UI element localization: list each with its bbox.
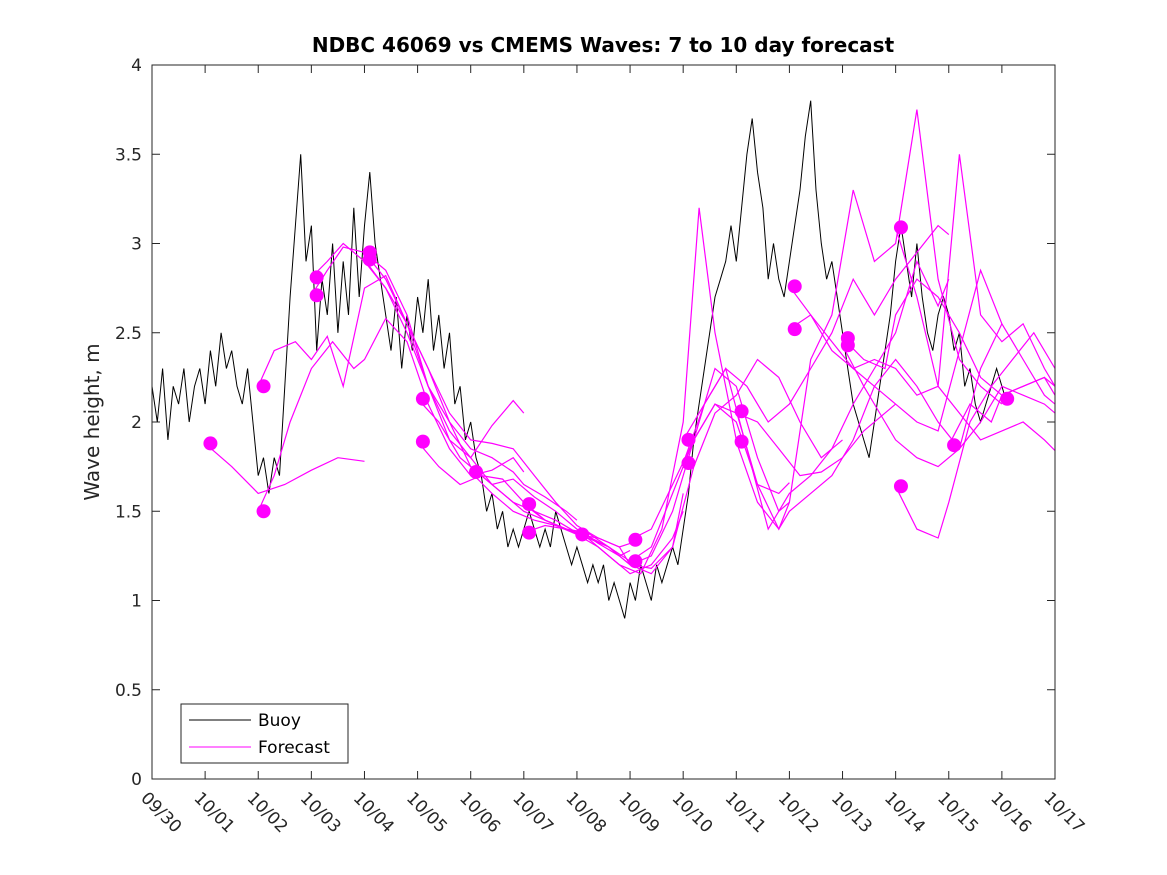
forecast-line <box>470 207 737 575</box>
forecast-marker <box>787 279 802 294</box>
y-tick-label: 0.5 <box>115 681 142 701</box>
forecast-line <box>682 259 950 531</box>
plot-frame <box>151 64 1056 780</box>
forecast-marker <box>309 270 324 285</box>
y-tick-label: 3.5 <box>115 145 142 165</box>
legend-box <box>180 703 349 764</box>
forecast-marker <box>469 464 484 479</box>
plot-area <box>152 65 1055 779</box>
forecast-line <box>204 442 365 495</box>
forecast-marker <box>1000 391 1015 406</box>
forecast-marker <box>734 434 749 449</box>
y-tick-label: 0 <box>131 770 142 790</box>
legend-forecast-label: Forecast <box>258 738 330 758</box>
forecast-line <box>788 268 1055 432</box>
forecast-markers <box>203 220 1015 569</box>
y-tick-label: 2 <box>131 413 142 433</box>
forecast-line <box>523 367 790 562</box>
forecast-marker <box>787 322 802 337</box>
chart-title: NDBC 46069 vs CMEMS Waves: 7 to 10 day f… <box>312 33 895 57</box>
forecast-line <box>257 274 525 459</box>
forecast-marker <box>522 497 537 512</box>
forecast-marker <box>681 456 696 471</box>
forecast-marker <box>628 554 643 569</box>
forecast-series <box>204 109 1055 575</box>
forecast-marker <box>893 220 908 235</box>
legend-buoy-label: Buoy <box>258 711 301 731</box>
forecast-marker <box>893 479 908 494</box>
y-axis: 0 0.5 1 1.5 2 2.5 3 3.5 4 <box>115 56 1055 790</box>
forecast-line <box>257 317 525 512</box>
y-axis-label: Wave height, m <box>80 343 104 500</box>
forecast-line <box>895 331 1055 539</box>
forecast-line <box>629 403 896 541</box>
y-tick-label: 1 <box>131 592 142 612</box>
y-tick-label: 3 <box>131 235 142 255</box>
forecast-marker <box>681 432 696 447</box>
forecast-marker <box>415 391 430 406</box>
legend: Buoy Forecast <box>180 703 349 764</box>
forecast-marker <box>840 338 855 353</box>
forecast-line <box>841 344 1055 468</box>
forecast-line <box>735 109 1003 531</box>
forecast-marker <box>203 436 218 451</box>
forecast-marker <box>415 434 430 449</box>
forecast-marker <box>628 532 643 547</box>
forecast-line <box>789 154 1055 396</box>
buoy-series <box>152 100 1008 619</box>
y-tick-label: 4 <box>131 56 142 76</box>
forecast-marker <box>575 527 590 542</box>
forecast-marker <box>309 288 324 303</box>
forecast-marker <box>947 438 962 453</box>
y-tick-label: 1.5 <box>115 502 142 522</box>
forecast-marker <box>256 504 271 519</box>
forecast-line <box>895 227 1055 452</box>
forecast-marker <box>734 404 749 419</box>
forecast-marker <box>522 525 537 540</box>
y-tick-label: 2.5 <box>115 324 142 344</box>
forecast-line <box>576 358 843 575</box>
forecast-line <box>364 252 631 548</box>
forecast-marker <box>362 252 377 267</box>
forecast-marker <box>256 379 271 394</box>
forecast-line <box>682 224 950 441</box>
buoy-line <box>152 100 1008 619</box>
